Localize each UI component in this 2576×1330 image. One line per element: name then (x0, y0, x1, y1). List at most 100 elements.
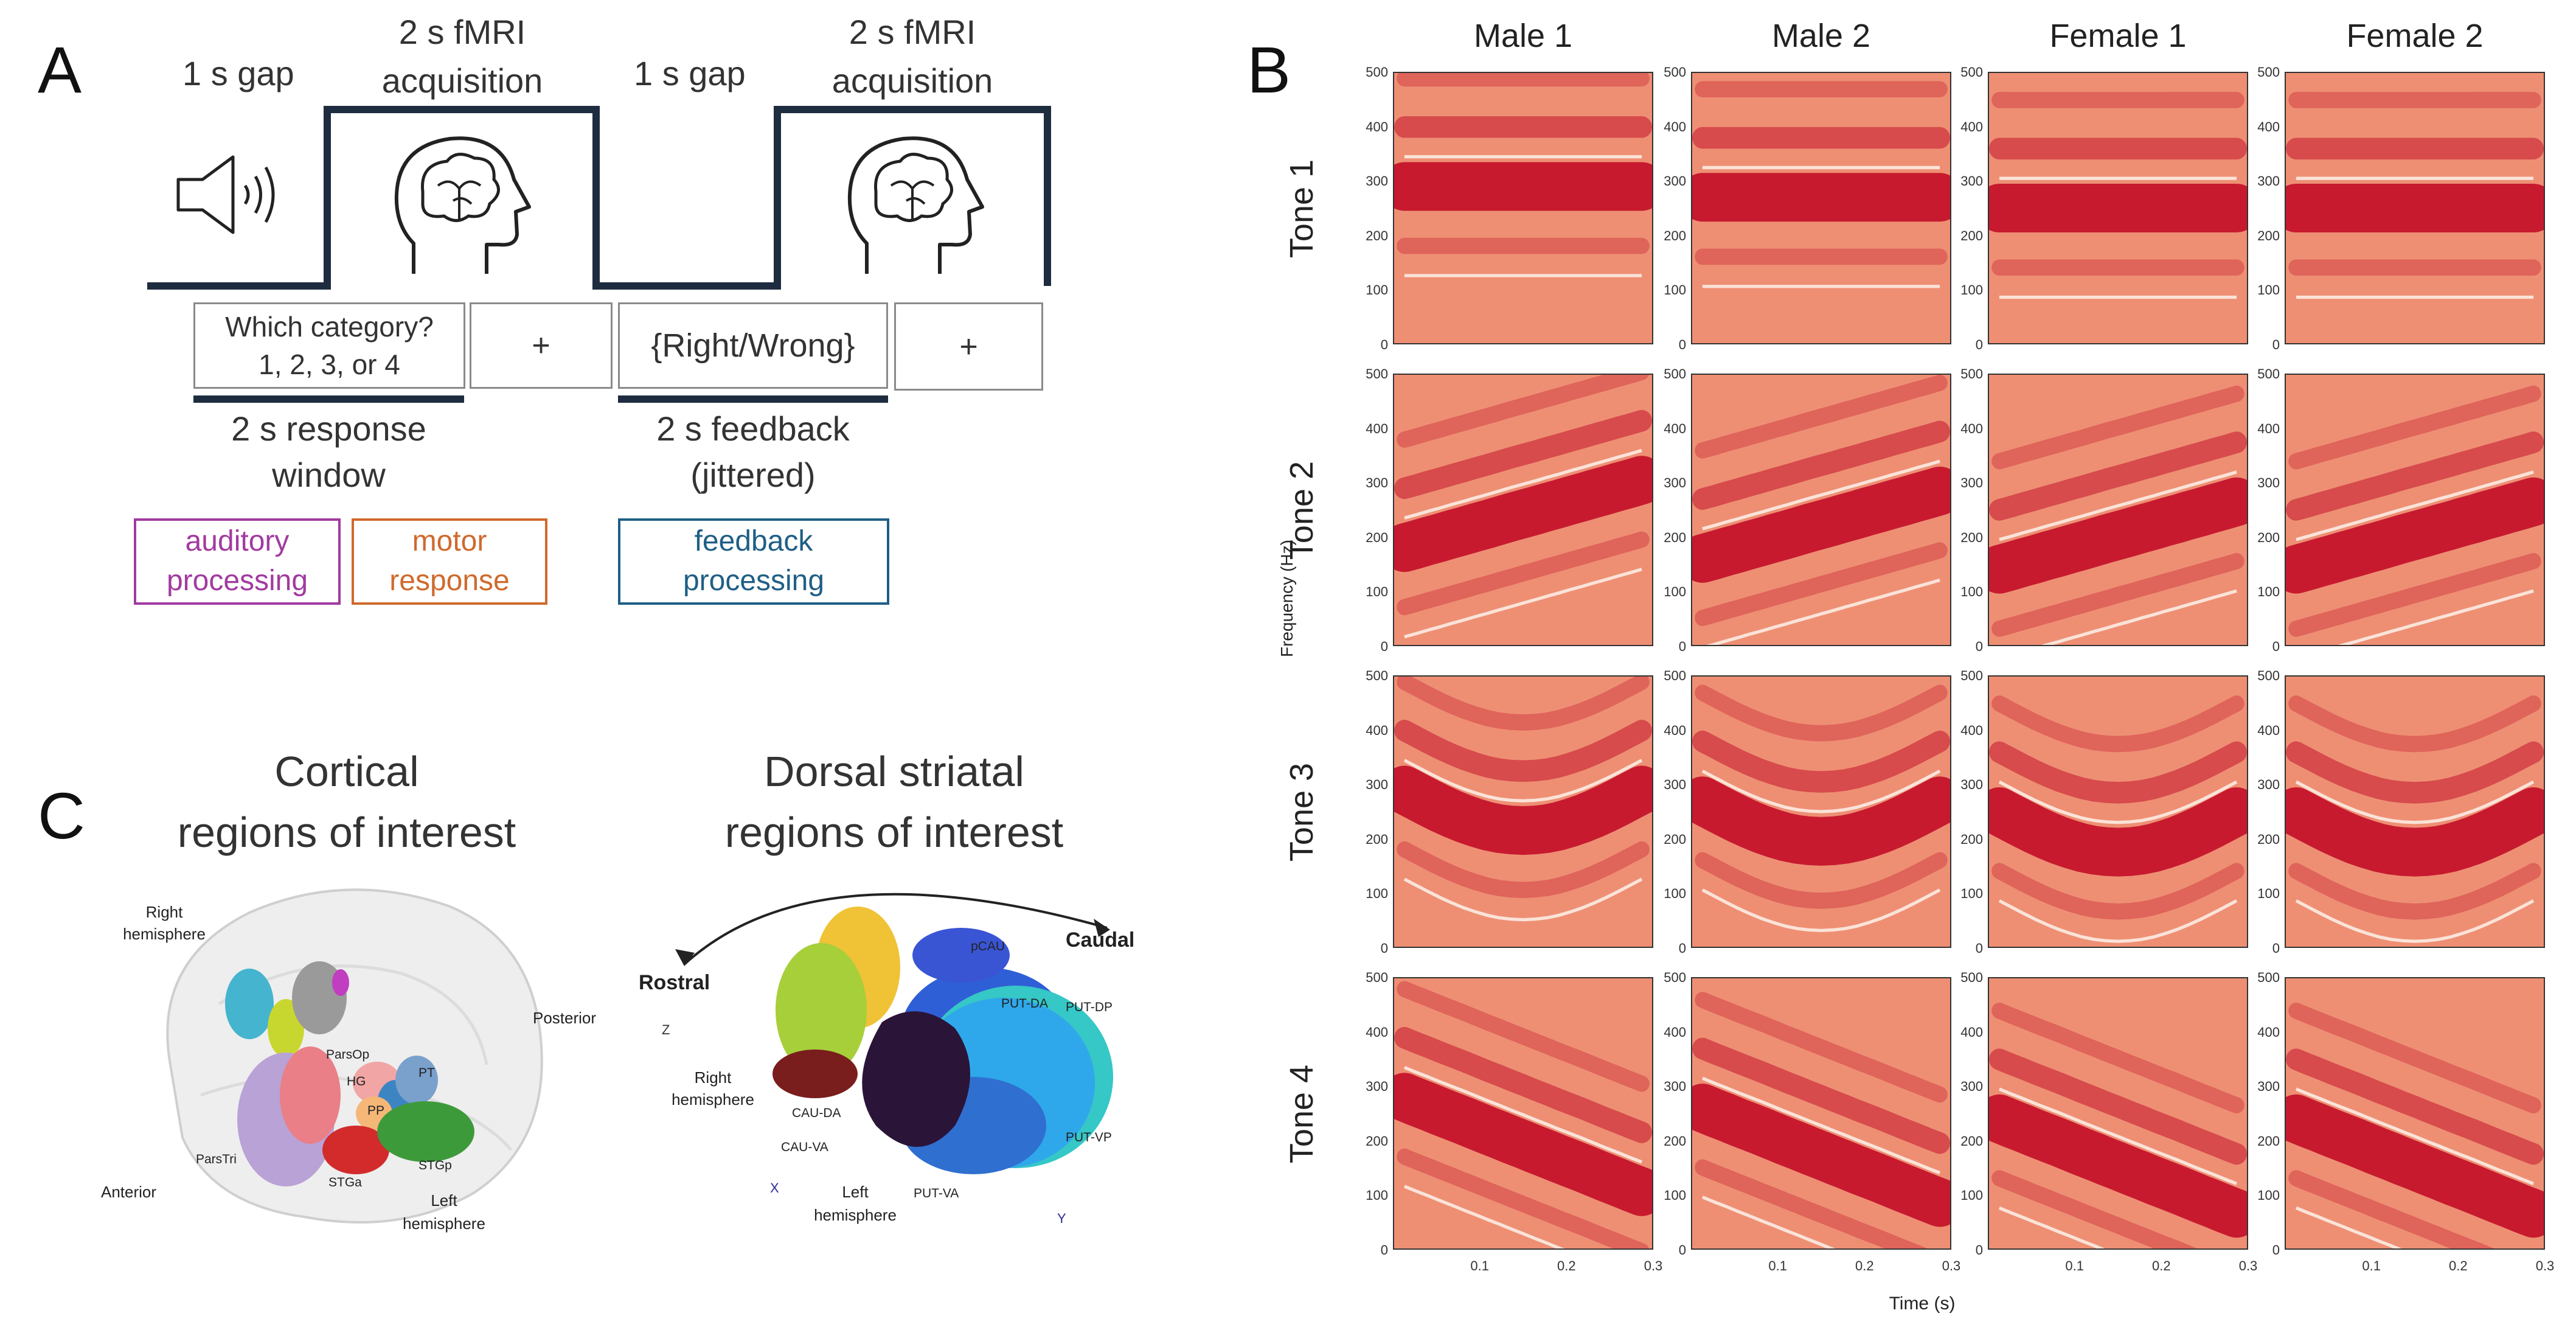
y-tick-label: 200 (1960, 1133, 1983, 1149)
y-tick-label: 400 (2257, 119, 2280, 134)
striatal-left-hemisphere-line1: Left (842, 1183, 869, 1201)
y-tick-label: 400 (2257, 1024, 2280, 1040)
y-tick-label: 100 (1366, 886, 1388, 902)
put-da-label: PUT-DA (1001, 997, 1049, 1011)
x-tick-label: 0.1 (2362, 1258, 2381, 1273)
x-tick-label: 0.2 (1557, 1258, 1576, 1273)
spectrogram-plot (2285, 977, 2545, 1250)
y-tick-label: 500 (1366, 64, 1388, 80)
y-tick-label: 200 (1366, 228, 1388, 243)
x-tick-label: 0.3 (1942, 1258, 1961, 1273)
y-tick-label: 300 (2257, 1079, 2280, 1095)
pt-label: PT (418, 1066, 435, 1080)
y-tick-label: 200 (1960, 228, 1983, 243)
y-tick-label: 200 (2257, 1133, 2280, 1149)
y-tick-label: 500 (2257, 668, 2280, 683)
spectrogram-plot (1691, 977, 1951, 1250)
time-axis-label: Time (s) (1889, 1293, 1956, 1314)
y-tick-label: 100 (1664, 1188, 1686, 1203)
y-tick-label: 300 (1664, 475, 1686, 491)
feedback-window-bar (618, 395, 888, 403)
response-label-line1: 2 s response (231, 409, 426, 448)
striatal-right-hemisphere-line1: Right (694, 1068, 732, 1087)
spectrogram-plot (1988, 374, 2248, 646)
spectrogram-plot (1393, 72, 1653, 344)
left-hemisphere-label-line2: hemisphere (403, 1214, 485, 1233)
y-tick-label: 200 (2257, 831, 2280, 847)
y-tick-label: 400 (1664, 722, 1686, 738)
x-tick-label: 0.2 (2449, 1258, 2468, 1273)
auditory-tag-line1: auditory (185, 525, 290, 558)
y-tick-label: 500 (1366, 366, 1388, 381)
y-tick-label: 300 (1664, 777, 1686, 793)
spectrogram-plot (2285, 72, 2545, 344)
y-tick-label: 400 (1960, 722, 1983, 738)
x-tick-label: 0.1 (1470, 1258, 1489, 1273)
y-tick-label: 0 (1380, 337, 1388, 352)
x-tick-label: 0.1 (2065, 1258, 2084, 1273)
y-tick-label: 400 (1366, 119, 1388, 134)
spectrogram-plot (2285, 675, 2545, 948)
timeline-trace (147, 106, 1051, 290)
spectrogram-plot (1393, 374, 1653, 646)
right-hemisphere-label-line1: Right (145, 903, 183, 921)
y-tick-label: 400 (2257, 420, 2280, 436)
put-dp-label: PUT-DP (1066, 1000, 1113, 1014)
gap2-label: 1 s gap (634, 54, 746, 92)
posterior-label: Posterior (533, 1009, 597, 1027)
response-label-line2: window (272, 456, 386, 494)
feedback-tag-line2: processing (682, 565, 825, 597)
y-tick-label: 0 (1975, 639, 1983, 654)
rostral-label: Rostral (639, 971, 710, 994)
y-tick-label: 100 (1664, 584, 1686, 600)
anterior-label: Anterior (101, 1183, 157, 1201)
x-tick-label: 0.1 (1768, 1258, 1787, 1273)
y-tick-label: 200 (1960, 529, 1983, 545)
axis-z-label: Z (662, 1022, 670, 1037)
y-tick-label: 100 (1960, 584, 1983, 600)
y-tick-label: 0 (1380, 941, 1388, 956)
striatal-roi-structures (772, 907, 1113, 1174)
y-tick-label: 400 (1366, 420, 1388, 436)
y-tick-label: 500 (2257, 970, 2280, 985)
response-window-bar (193, 395, 464, 403)
y-tick-label: 100 (1366, 584, 1388, 600)
y-tick-label: 100 (1664, 886, 1686, 902)
y-tick-label: 100 (1960, 1188, 1983, 1203)
y-tick-label: 100 (1960, 282, 1983, 298)
stga-label: STGa (328, 1175, 362, 1189)
y-tick-label: 500 (1960, 668, 1983, 683)
y-tick-label: 300 (1664, 1079, 1686, 1095)
y-tick-label: 200 (2257, 529, 2280, 545)
y-tick-label: 500 (1960, 64, 1983, 80)
y-tick-label: 300 (1366, 1079, 1388, 1095)
axis-x-label: X (770, 1180, 779, 1196)
y-tick-label: 300 (1960, 777, 1983, 793)
hg-label: HG (347, 1074, 366, 1088)
x-tick-label: 0.3 (2238, 1258, 2258, 1273)
y-tick-label: 500 (1664, 366, 1686, 381)
y-tick-label: 0 (2272, 639, 2280, 654)
acq2-label-line1: 2 s fMRI (849, 13, 976, 51)
pcau-label: pCAU (971, 939, 1005, 953)
y-tick-label: 200 (2257, 228, 2280, 243)
motor-response-tag: motor response (352, 518, 547, 605)
tone-row-title: Tone 4 (1283, 1064, 1320, 1164)
parsop-label: ParsOp (326, 1048, 370, 1062)
cortical-roi-brain (166, 888, 543, 1224)
speaker-column-title: Male 1 (1473, 18, 1573, 54)
y-tick-label: 200 (1664, 1133, 1686, 1149)
cau-da-label: CAU-DA (792, 1106, 841, 1120)
y-tick-label: 200 (1366, 831, 1388, 847)
spectrogram-plot (1393, 675, 1653, 948)
y-tick-label: 500 (1366, 668, 1388, 683)
speaker-icon (176, 155, 275, 234)
y-tick-label: 0 (1678, 337, 1686, 352)
question-screen: Which category? 1, 2, 3, or 4 (193, 302, 465, 389)
y-tick-label: 300 (1960, 1079, 1983, 1095)
y-tick-label: 100 (1960, 886, 1983, 902)
feedback-processing-tag: feedback processing (618, 518, 889, 605)
right-hemisphere-label-line2: hemisphere (123, 925, 206, 943)
spectrogram-plot (1988, 72, 2248, 344)
y-tick-label: 200 (1664, 529, 1686, 545)
